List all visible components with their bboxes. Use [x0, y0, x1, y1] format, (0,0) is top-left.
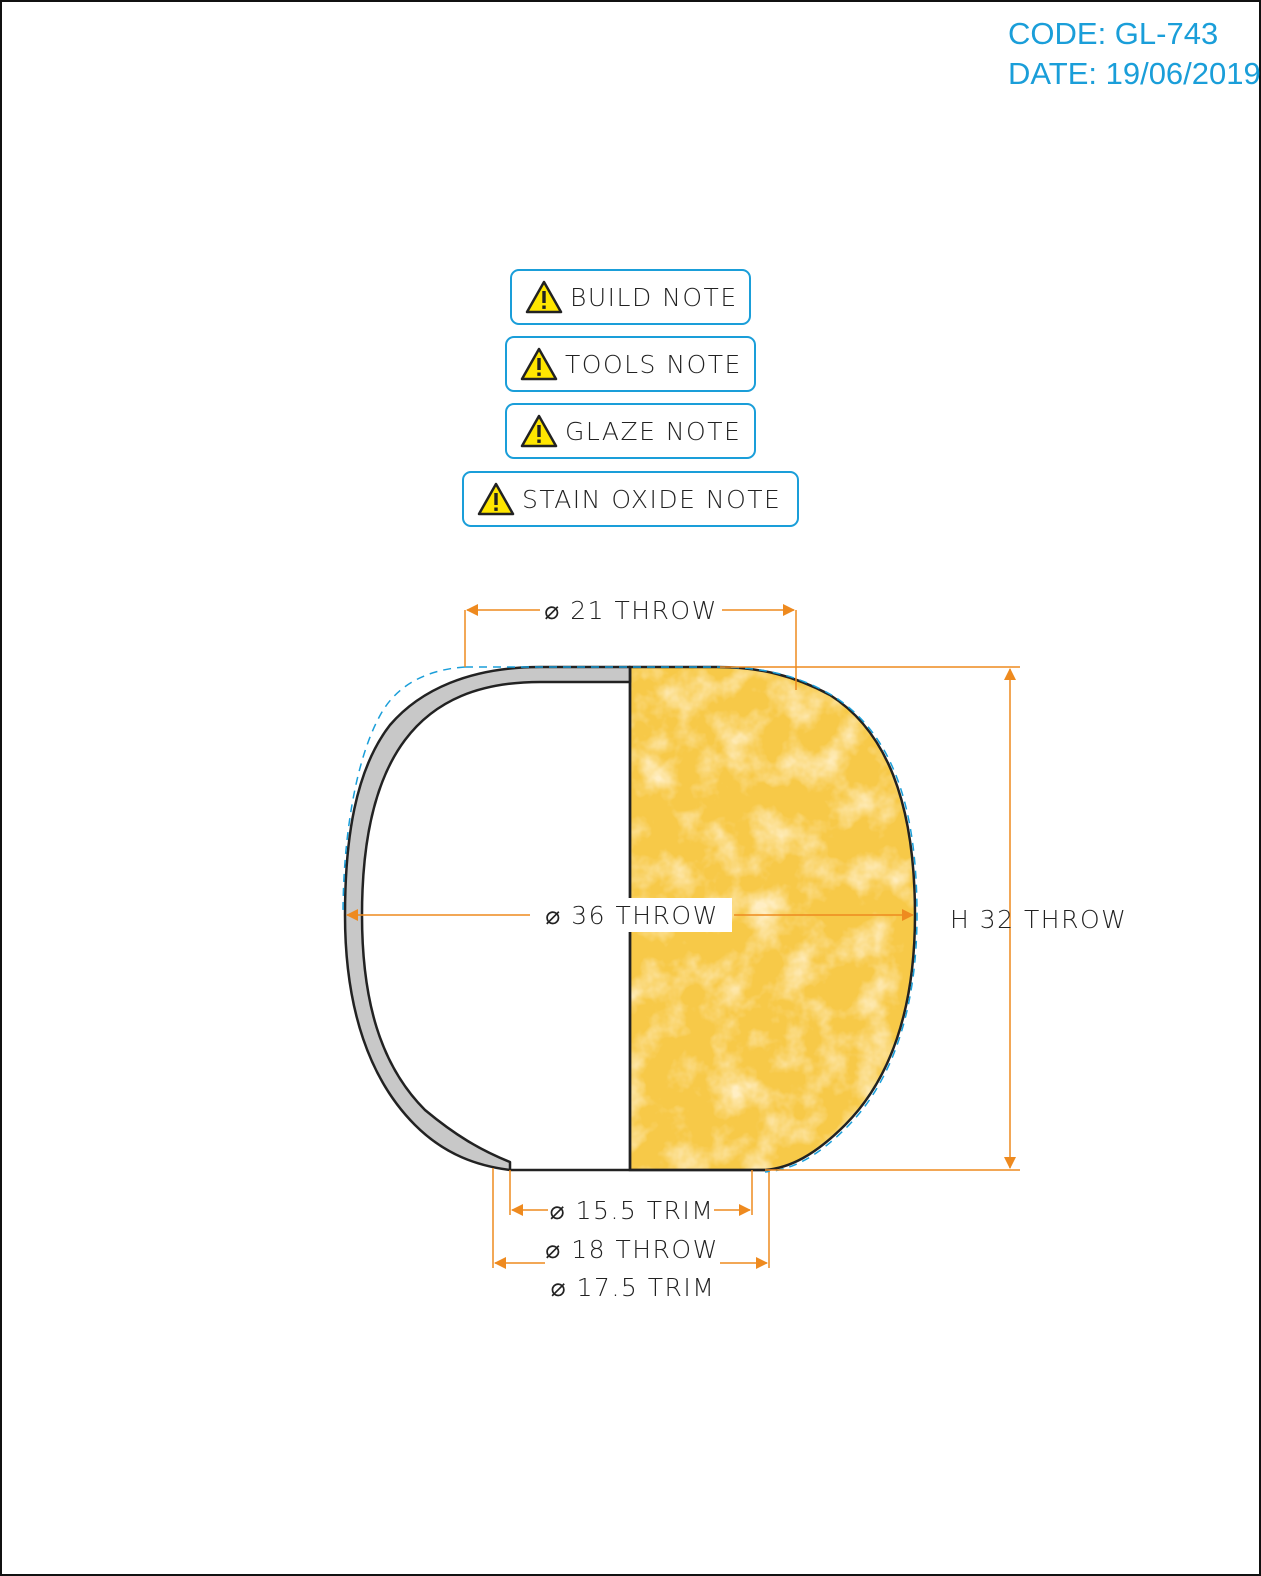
note-glaze[interactable]: GLAZE NOTE — [505, 403, 756, 459]
dim-foot-throw-label: ⌀ 18 THROW — [545, 1235, 719, 1264]
note-stain-oxide[interactable]: STAIN OXIDE NOTE — [462, 471, 799, 527]
throw-outline-dashed — [465, 666, 918, 1173]
note-label: GLAZE NOTE — [565, 416, 742, 446]
note-label: BUILD NOTE — [570, 282, 738, 312]
dim-foot-inner-trim: ⌀ 15.5 TRIM — [509, 1170, 753, 1225]
dim-max-diameter: ⌀ 36 THROW — [346, 898, 914, 932]
dim-max-diameter-label: ⌀ 36 THROW — [545, 901, 719, 930]
dim-foot-inner-trim-label: ⌀ 15.5 TRIM — [550, 1196, 715, 1225]
warning-icon — [520, 347, 558, 381]
dim-top-diameter-label: ⌀ 21 THROW — [544, 596, 718, 625]
dim-foot-outer-trim-label: ⌀ 17.5 TRIM — [551, 1273, 716, 1302]
dim-height: H 32 THROW — [720, 666, 1127, 1171]
glaze-fill-area — [628, 665, 917, 1172]
note-tools[interactable]: TOOLS NOTE — [505, 336, 756, 392]
date-label: DATE: 19/06/2019 — [1008, 56, 1261, 91]
code-label: CODE: GL-743 — [1008, 16, 1219, 51]
note-build[interactable]: BUILD NOTE — [510, 269, 751, 325]
note-label: STAIN OXIDE NOTE — [522, 484, 782, 514]
dim-height-label: H 32 THROW — [950, 905, 1127, 934]
warning-icon — [477, 482, 515, 516]
note-label: TOOLS NOTE — [565, 349, 742, 379]
warning-icon — [520, 414, 558, 448]
title-block: CODE: GL-743 DATE: 19/06/2019 — [1008, 14, 1261, 94]
warning-icon — [525, 280, 563, 314]
dim-top-diameter: ⌀ 21 THROW — [464, 596, 797, 690]
dim-foot-throw: ⌀ 18 THROW — [492, 1168, 770, 1269]
